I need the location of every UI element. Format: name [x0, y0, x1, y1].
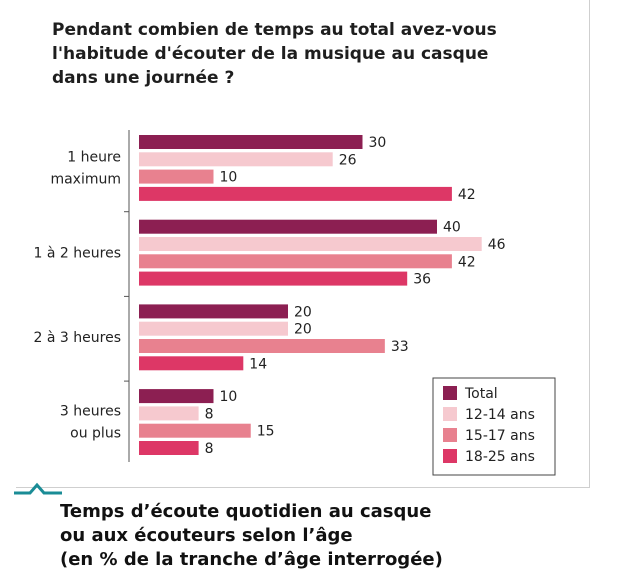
data-label: 33 [391, 339, 409, 355]
caption-line-1: Temps d’écoute quotidien au casque [60, 501, 432, 522]
bar [139, 186, 452, 201]
bar [139, 152, 333, 167]
legend-label: Total [464, 386, 498, 402]
data-label: 10 [220, 389, 238, 405]
data-label: 42 [458, 187, 476, 203]
caption-line-3: (en % de la tranche d’âge interrogée) [60, 549, 443, 570]
bar [139, 406, 199, 421]
caption-line-2: ou aux écouteurs selon l’âge [60, 525, 353, 546]
bar [139, 389, 214, 404]
data-label: 8 [205, 406, 214, 422]
legend-swatch [443, 428, 457, 442]
bar [139, 356, 244, 371]
bar [139, 169, 214, 184]
bar [139, 271, 408, 286]
category-label: maximum [50, 172, 121, 188]
category-label: ou plus [70, 426, 121, 442]
legend-label: 18-25 ans [465, 449, 535, 465]
data-label: 46 [488, 237, 506, 253]
data-label: 36 [413, 272, 431, 288]
data-label: 30 [369, 135, 387, 151]
legend-swatch [443, 449, 457, 463]
data-label: 8 [205, 441, 214, 457]
legend-label: 12-14 ans [465, 407, 535, 423]
data-label: 42 [458, 254, 476, 270]
bar [139, 237, 482, 251]
bar [139, 304, 288, 319]
data-label: 26 [339, 152, 357, 168]
bar [139, 254, 452, 269]
data-label: 20 [294, 322, 312, 338]
caret-icon [14, 482, 62, 495]
legend-label: 15-17 ans [465, 428, 535, 444]
data-label: 15 [257, 424, 275, 440]
data-label: 10 [220, 170, 238, 186]
chart-card: Pendant combien de temps au total avez-v… [16, 0, 590, 488]
category-label: 1 à 2 heures [34, 245, 121, 261]
legend-swatch [443, 386, 457, 400]
bar [139, 219, 437, 234]
category-label: 2 à 3 heures [34, 330, 121, 346]
category-label: 3 heures [60, 404, 121, 420]
bar [139, 339, 385, 353]
bar [139, 441, 199, 455]
bar [139, 321, 288, 336]
chart-title: Pendant combien de temps au total avez-v… [52, 20, 497, 88]
data-label: 40 [443, 220, 461, 236]
bar [139, 135, 363, 149]
figure-caption: Temps d’écoute quotidien au casque ou au… [60, 500, 580, 572]
data-label: 20 [294, 304, 312, 320]
legend-swatch [443, 407, 457, 421]
data-label: 14 [249, 356, 267, 372]
bar [139, 423, 251, 438]
bar-chart: 1 heure maximum 30 26 10 42 1 à 2 heures 40 46 42… [34, 130, 556, 476]
category-label: 1 heure [67, 150, 121, 166]
